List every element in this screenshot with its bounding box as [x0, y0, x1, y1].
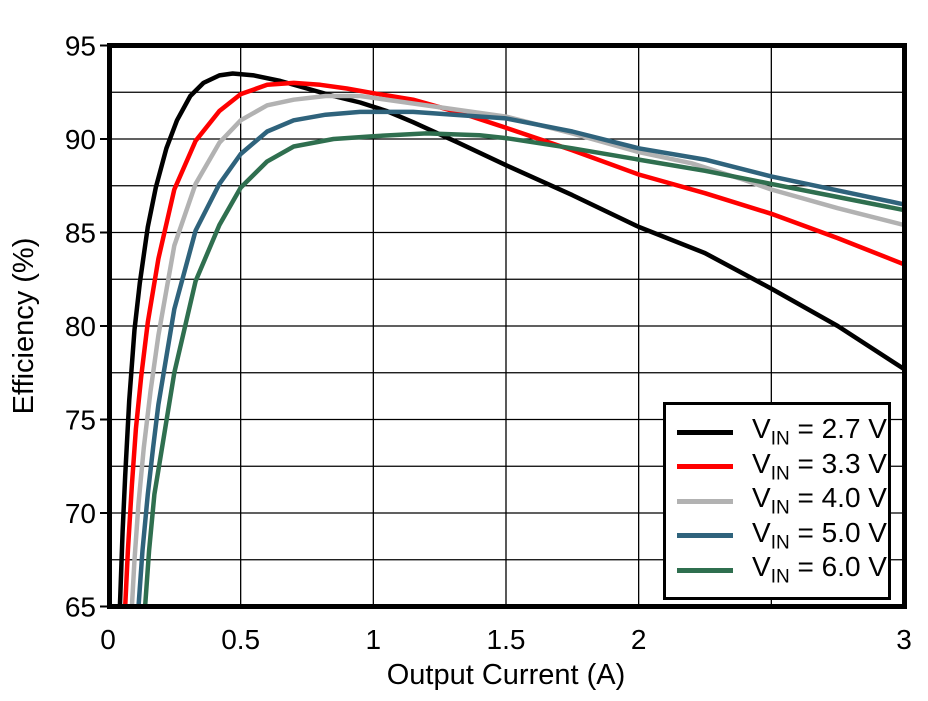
- y-tick-label: 95: [65, 31, 96, 62]
- x-tick-label: 2: [631, 624, 647, 655]
- legend-item: VIN = 2.7 V: [677, 415, 888, 450]
- legend-item: VIN = 3.3 V: [677, 449, 888, 484]
- legend-line-swatch: [677, 567, 733, 573]
- x-axis-title: Output Current (A): [387, 659, 626, 691]
- y-tick-label: 90: [65, 124, 96, 155]
- legend-line-swatch: [677, 498, 733, 504]
- legend-line-swatch: [677, 533, 733, 538]
- y-tick-label: 85: [65, 218, 96, 249]
- x-tick-label: 0: [100, 624, 116, 655]
- legend-label: VIN = 6.0 V: [752, 551, 887, 588]
- series-line-3: [136, 109, 905, 607]
- series-line-4: [142, 131, 905, 607]
- series-line-2: [129, 93, 905, 607]
- legend: VIN = 2.7 V VIN = 3.3 V VIN = 4.0 V VIN …: [663, 402, 891, 600]
- x-tick-label: 3: [896, 624, 912, 655]
- legend-item: VIN = 5.0 V: [677, 518, 888, 553]
- legend-line-swatch: [677, 464, 733, 469]
- x-tick-label: 0.5: [221, 624, 260, 655]
- legend-label: VIN = 3.3 V: [752, 447, 887, 485]
- y-tick-label: 75: [65, 405, 96, 436]
- legend-label: VIN = 5.0 V: [752, 516, 887, 554]
- y-tick-label: 70: [65, 498, 96, 529]
- x-tick-label: 1: [366, 624, 382, 655]
- tick-labels: 95 90 85 80 75 70 650 0.5 1 1.5 2 3: [65, 31, 912, 656]
- legend-label: VIN = 4.0 V: [752, 482, 887, 519]
- series-line-0: [117, 71, 906, 607]
- y-tick-label: 80: [65, 311, 96, 342]
- y-axis-title: Efficiency (%): [8, 238, 40, 415]
- plot-frame: [107, 43, 907, 609]
- series-curves: [117, 71, 906, 607]
- plot-border: [100, 43, 907, 609]
- series-line-1: [122, 80, 905, 607]
- legend-label: VIN = 2.7 V: [752, 413, 887, 450]
- legend-line-swatch: [677, 429, 733, 435]
- x-tick-label: 1.5: [487, 624, 526, 655]
- legend-item: VIN = 6.0 V: [677, 553, 888, 588]
- y-tick-label: 65: [65, 592, 96, 623]
- legend-item: VIN = 4.0 V: [677, 484, 888, 519]
